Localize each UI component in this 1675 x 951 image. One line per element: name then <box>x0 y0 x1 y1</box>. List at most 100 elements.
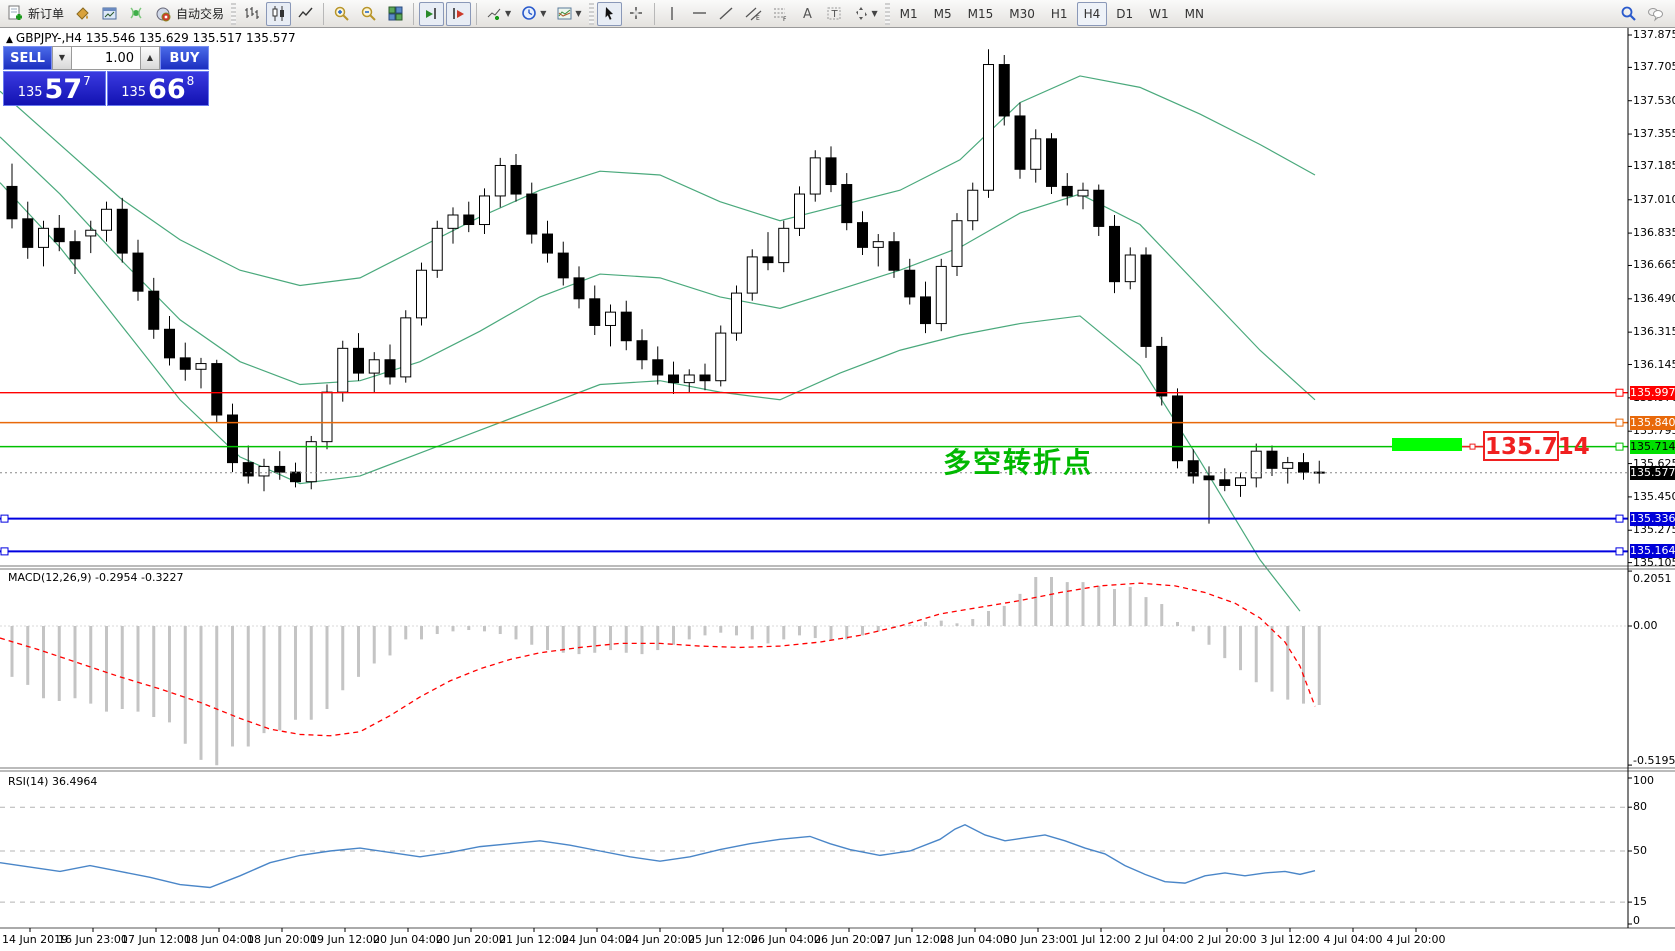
vertical-line-button[interactable] <box>660 2 685 26</box>
chat-button[interactable] <box>1643 2 1668 26</box>
arrows-button[interactable]: ▼ <box>849 2 882 26</box>
candlestick-chart-button[interactable] <box>266 1 292 26</box>
toolbar-button-label: 新订单 <box>28 7 65 21</box>
candle-body <box>746 256 758 294</box>
bar-chart-button[interactable] <box>239 2 264 26</box>
fibonacci-button[interactable]: F <box>768 2 793 26</box>
time-axis-label: 18 Jun 04:00 <box>184 933 254 946</box>
chart-annotation-text: 多空转折点 <box>943 446 1094 479</box>
sell-price[interactable]: 135 57 7 <box>3 71 106 106</box>
candle-body <box>794 193 805 229</box>
equidistant-channel-button[interactable]: E <box>741 2 766 26</box>
candle-body <box>1061 185 1073 197</box>
candle-body <box>1156 345 1168 397</box>
support-1-handle <box>0 514 9 523</box>
styler-bucket-button[interactable] <box>70 2 95 26</box>
price-axis-tick-label: 136.835 <box>1633 226 1675 240</box>
support-2-price-label: 135.164 <box>1630 544 1675 559</box>
candle-body <box>589 298 601 326</box>
tile-windows-button[interactable] <box>383 2 408 26</box>
labelT-icon: T <box>826 5 843 22</box>
line-chart-button[interactable] <box>293 2 318 26</box>
candle-body <box>132 252 144 292</box>
sell-button[interactable]: SELL <box>3 46 52 70</box>
crosshair-button[interactable] <box>624 2 649 26</box>
volume-down-button[interactable]: ▼ <box>52 46 72 70</box>
candle-body <box>22 218 34 248</box>
volume-up-button[interactable]: ▲ <box>140 46 160 70</box>
timeframe-h4-button[interactable]: H4 <box>1076 1 1108 26</box>
callout-anchor <box>1469 443 1476 450</box>
time-axis-label: 1 Jul 12:00 <box>1071 933 1131 946</box>
signals-button[interactable] <box>124 2 149 26</box>
autotrade-icon <box>155 5 172 22</box>
time-axis-label: 18 Jun 20:00 <box>247 933 317 946</box>
trendline-icon <box>718 5 735 22</box>
macd-axis-tick-label: 0.2051 <box>1633 572 1672 585</box>
rsi-axis-tick-label: 80 <box>1633 800 1647 814</box>
buy-price-whole: 135 <box>121 85 147 100</box>
zoom-in-button[interactable] <box>329 2 354 26</box>
candle-body <box>920 296 931 325</box>
timeframe-h1-button[interactable]: H1 <box>1050 6 1068 21</box>
buy-button[interactable]: BUY <box>160 46 209 70</box>
search-button[interactable] <box>1616 2 1641 26</box>
zoom-out-button[interactable] <box>356 2 381 26</box>
candle-body <box>857 222 868 248</box>
candle-body <box>479 195 490 226</box>
time-axis-label: 2 Jul 04:00 <box>1134 933 1194 946</box>
time-axis-label: 14 Jun 2019 <box>2 933 69 946</box>
new-order-button[interactable]: 新订单 <box>3 2 68 26</box>
symbol-header: ▲ GBPJPY-,H4 135.546 135.629 135.517 135.… <box>6 31 296 45</box>
candle-body <box>85 229 97 237</box>
timeframe-m30-button[interactable]: M30 <box>1009 6 1035 21</box>
candle-body <box>542 233 553 254</box>
buy-price[interactable]: 135 66 8 <box>106 71 209 106</box>
horizontal-line-button[interactable] <box>687 2 712 26</box>
candle-body <box>935 265 947 325</box>
trendline-button[interactable] <box>714 2 739 26</box>
timeframe-d1-button[interactable]: D1 <box>1116 6 1134 21</box>
chart-window-button[interactable] <box>97 2 122 26</box>
rsi-axis-tick-label: 50 <box>1633 844 1647 857</box>
indicators-button[interactable]: ▼ <box>482 2 515 26</box>
cursor-button[interactable] <box>596 1 622 26</box>
candle-body <box>6 185 18 220</box>
text-label-button[interactable]: T <box>822 2 847 26</box>
candle-body <box>164 328 175 359</box>
arrows-icon <box>853 5 870 22</box>
timeframe-w1-button[interactable]: W1 <box>1149 6 1169 21</box>
candle-body <box>573 277 585 300</box>
chart-shift-button[interactable] <box>446 1 472 26</box>
timeframe-m15-button[interactable]: M15 <box>967 6 994 21</box>
templates-button[interactable]: ▼ <box>552 2 585 26</box>
timeframe-mn-button[interactable]: MN <box>1184 6 1204 21</box>
candle-body <box>967 189 979 222</box>
hline-icon <box>691 5 708 22</box>
auto-scroll-button[interactable] <box>419 1 445 26</box>
periods-button[interactable]: ▼ <box>517 2 550 26</box>
collapse-triangle-icon[interactable]: ▲ <box>6 35 13 45</box>
candle-body <box>447 214 459 229</box>
sell-price-pips: 57 <box>44 74 83 105</box>
bollinger-lower-band <box>0 182 1301 612</box>
candle-body <box>116 208 128 254</box>
support-1-handle <box>1615 514 1624 523</box>
candle-body <box>841 184 853 224</box>
timeframe-m1-button[interactable]: M1 <box>899 6 918 21</box>
timeframe-m5-button[interactable]: M5 <box>933 6 952 21</box>
support-2-handle <box>0 547 9 556</box>
barchart-icon <box>243 5 260 22</box>
candle-body <box>1187 460 1199 477</box>
volume-input[interactable] <box>72 46 140 70</box>
text-button[interactable]: A <box>795 2 820 26</box>
candle-body <box>353 347 364 374</box>
candle-body <box>762 256 774 264</box>
auto-trading-button[interactable]: 自动交易 <box>151 2 228 26</box>
candle-body <box>699 374 711 382</box>
toolbar-separator <box>476 2 478 25</box>
rsi-axis-tick-label: 0 <box>1633 914 1640 927</box>
candle-body <box>715 332 727 382</box>
